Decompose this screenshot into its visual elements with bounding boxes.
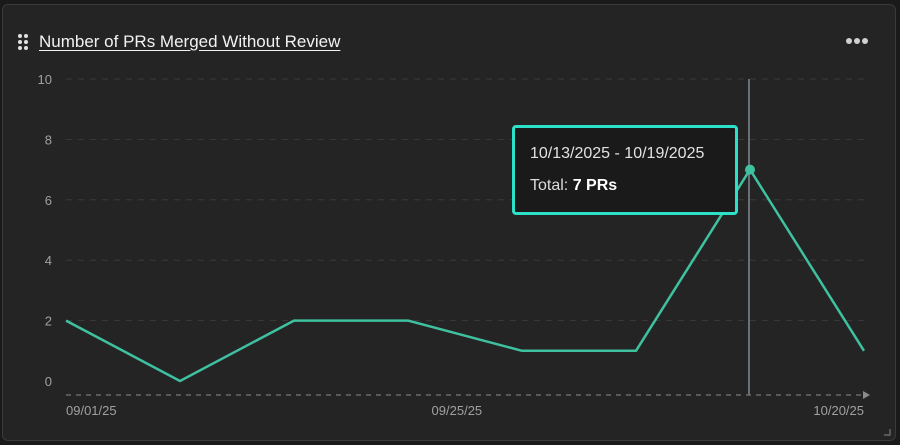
y-tick-label: 4 (45, 253, 52, 268)
resize-handle-icon[interactable] (883, 428, 891, 436)
highlighted-point (745, 164, 755, 175)
tooltip-total-label: Total: (530, 177, 569, 194)
x-tick-label: 09/25/25 (432, 403, 483, 418)
more-options-icon[interactable] (845, 37, 869, 45)
tooltip-total: Total: 7 PRs (530, 177, 735, 195)
y-tick-label: 8 (45, 132, 52, 147)
x-tick-label: 09/01/25 (66, 403, 117, 418)
series-line (65, 168, 866, 383)
drag-handle-icon[interactable] (17, 33, 29, 51)
x-tick-label: 10/20/25 (813, 403, 864, 418)
y-tick-label: 2 (45, 314, 52, 329)
y-tick-label: 10 (38, 72, 52, 87)
y-tick-label: 0 (45, 374, 52, 389)
tooltip-date-range: 10/13/2025 - 10/19/2025 (530, 145, 705, 162)
x-axis-arrow (863, 391, 870, 399)
chart-card: Number of PRs Merged Without Review (2, 4, 896, 441)
tooltip-total-value: 7 PRs (572, 177, 618, 194)
y-tick-label: 6 (45, 193, 52, 208)
card-header: Number of PRs Merged Without Review (17, 31, 340, 53)
chart-tooltip: 10/13/2025 - 10/19/2025 Total: 7 PRs (512, 125, 738, 215)
chart-title[interactable]: Number of PRs Merged Without Review (39, 32, 341, 51)
